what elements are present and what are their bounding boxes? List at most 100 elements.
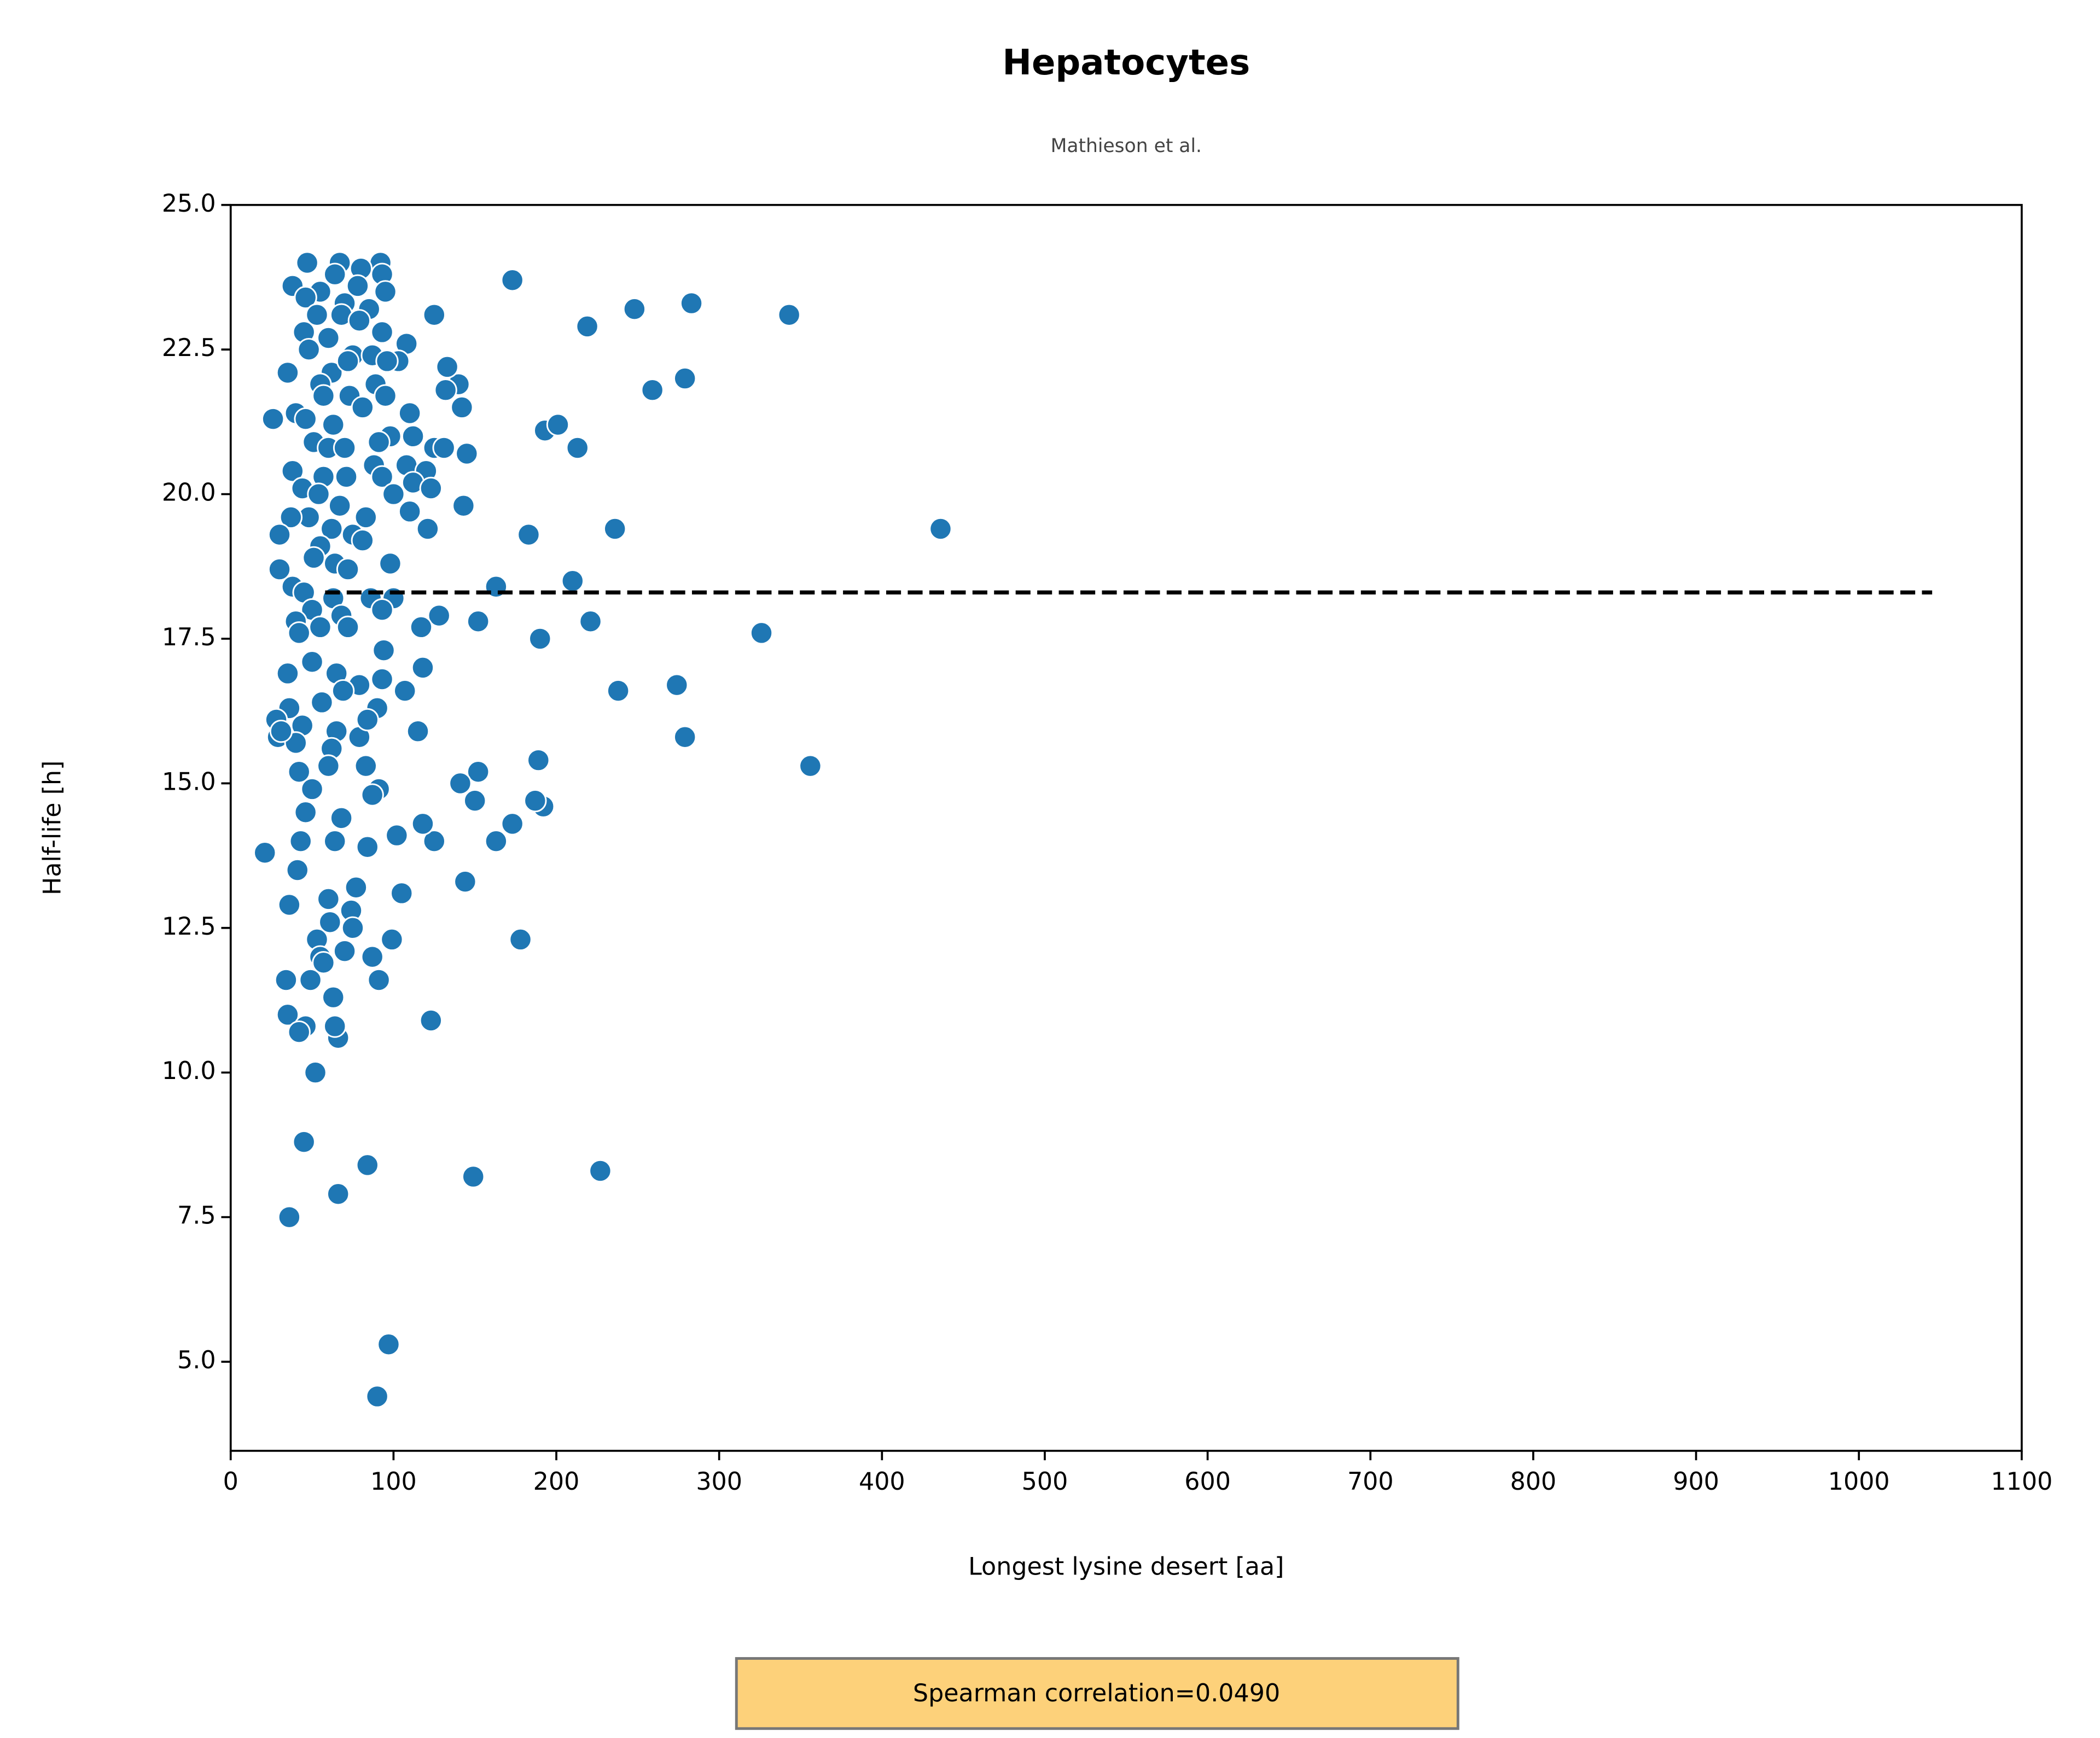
point — [300, 650, 324, 674]
point — [297, 337, 321, 361]
point — [390, 882, 414, 905]
point — [312, 951, 335, 975]
point — [427, 604, 451, 627]
point — [299, 968, 322, 992]
point — [509, 928, 532, 952]
point — [409, 615, 433, 639]
point — [333, 939, 357, 963]
y-tick-label: 12.5 — [162, 913, 216, 941]
point — [452, 494, 475, 517]
point — [365, 1385, 389, 1408]
point — [269, 719, 293, 743]
point — [777, 303, 801, 326]
point — [398, 401, 422, 425]
point — [317, 754, 340, 778]
y-tick-label: 20.0 — [162, 479, 216, 507]
point — [309, 615, 332, 639]
point — [344, 876, 368, 899]
point — [294, 407, 317, 431]
point — [276, 662, 300, 685]
y-tick-label: 25.0 — [162, 190, 216, 218]
point — [517, 523, 540, 546]
point — [323, 1014, 347, 1038]
point — [641, 378, 664, 402]
point — [354, 505, 377, 529]
plot-frame — [229, 203, 2023, 1452]
chart-title: Hepatocytes — [1002, 43, 1250, 83]
point — [295, 251, 319, 275]
x-tick-label: 300 — [696, 1468, 742, 1496]
point — [323, 263, 347, 286]
x-tick-label: 0 — [223, 1468, 238, 1496]
point — [419, 476, 443, 500]
point — [292, 1130, 316, 1154]
point — [606, 679, 630, 703]
point — [673, 725, 697, 749]
point — [302, 546, 325, 570]
point — [527, 748, 550, 772]
point — [294, 285, 317, 310]
point — [267, 523, 292, 546]
point — [385, 824, 409, 847]
point — [623, 297, 647, 321]
point — [317, 326, 340, 350]
point — [334, 465, 358, 489]
point — [370, 598, 394, 622]
x-tick-label: 1000 — [1828, 1468, 1890, 1496]
point — [318, 910, 342, 934]
point — [360, 783, 384, 807]
point — [310, 691, 334, 714]
point — [370, 667, 394, 691]
point — [277, 1205, 301, 1229]
point — [370, 465, 394, 489]
point — [665, 673, 689, 697]
point — [287, 760, 311, 784]
point — [382, 482, 405, 506]
point — [679, 291, 703, 315]
point — [411, 656, 435, 680]
point — [276, 361, 300, 384]
point — [406, 719, 430, 743]
point — [422, 829, 446, 853]
point — [416, 517, 440, 541]
point — [286, 858, 309, 882]
point — [501, 812, 524, 836]
point — [277, 893, 301, 917]
point — [331, 679, 355, 703]
point — [374, 280, 397, 304]
point — [380, 928, 404, 952]
y-tick-label: 15.0 — [162, 768, 216, 796]
point — [449, 772, 472, 795]
point — [579, 610, 602, 633]
point — [673, 366, 697, 390]
point — [603, 517, 627, 541]
point — [281, 459, 305, 483]
point — [372, 638, 395, 662]
point — [589, 1159, 612, 1183]
point — [462, 1165, 485, 1188]
point — [422, 303, 446, 326]
point — [435, 355, 459, 379]
point — [305, 303, 329, 326]
point — [279, 505, 303, 529]
point — [575, 314, 599, 339]
point — [341, 916, 365, 940]
annotation-box — [735, 1657, 1459, 1730]
point — [333, 436, 357, 460]
point — [367, 968, 391, 992]
point — [374, 384, 397, 407]
point — [561, 569, 584, 593]
point — [455, 442, 479, 465]
x-tick-label: 500 — [1022, 1468, 1068, 1496]
point — [347, 309, 371, 333]
point — [401, 424, 425, 448]
point — [328, 494, 352, 517]
point — [566, 436, 589, 460]
y-tick-label: 10.0 — [162, 1057, 216, 1085]
point — [294, 801, 317, 824]
point — [398, 500, 422, 523]
point — [329, 806, 353, 830]
y-tick-label: 5.0 — [177, 1346, 216, 1374]
point — [501, 269, 524, 292]
x-tick-label: 100 — [370, 1468, 417, 1496]
